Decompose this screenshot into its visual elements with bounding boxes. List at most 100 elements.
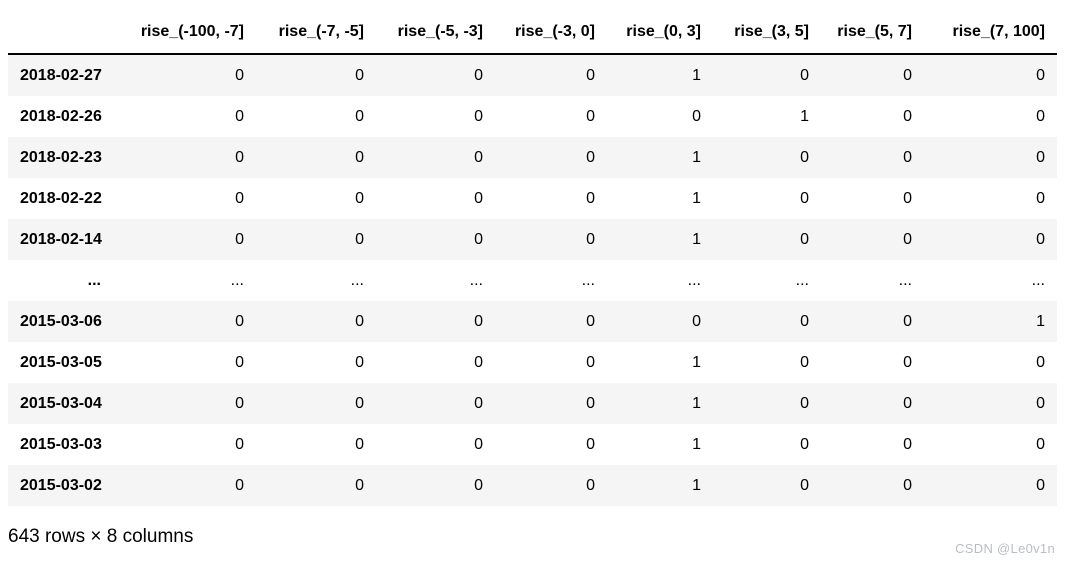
- table-cell: 0: [474, 395, 483, 412]
- table-cell: 0: [235, 231, 244, 248]
- table-row: 2015-03-06 0 0 0 0 0 0 0 1: [8, 301, 1057, 342]
- table-row: 2018-02-27 0 0 0 0 1 0 0 0: [8, 54, 1057, 96]
- table-cell: ...: [469, 272, 483, 289]
- row-index: 2015-03-02: [20, 477, 102, 494]
- table-cell: ...: [1031, 272, 1045, 289]
- table-cell: 0: [586, 231, 595, 248]
- column-header: rise_(0, 3]: [607, 8, 713, 55]
- table-cell: 0: [474, 149, 483, 166]
- table-cell: 0: [355, 231, 364, 248]
- table-cell: 0: [800, 231, 809, 248]
- table-row: 2015-03-05 0 0 0 0 1 0 0 0: [8, 342, 1057, 383]
- table-cell: 0: [586, 436, 595, 453]
- table-cell: 1: [692, 477, 701, 494]
- table-cell: 1: [1036, 313, 1045, 330]
- dataframe-table: rise_(-100, -7] rise_(-7, -5] rise_(-5, -3…: [8, 8, 1057, 506]
- table-cell: 0: [474, 477, 483, 494]
- table-cell: 0: [800, 190, 809, 207]
- table-cell: ...: [350, 272, 364, 289]
- table-cell: 1: [692, 149, 701, 166]
- header-row: rise_(-100, -7] rise_(-7, -5] rise_(-5, -3…: [8, 8, 1057, 55]
- table-cell: 0: [586, 354, 595, 371]
- table-row: 2015-03-03 0 0 0 0 1 0 0 0: [8, 424, 1057, 465]
- row-index: 2015-03-03: [20, 436, 102, 453]
- table-cell: 1: [692, 395, 701, 412]
- dataframe-body: 2018-02-27 0 0 0 0 1 0 0 0 2018-02-26 0 0 0 0 0 1 0 0 2018…: [8, 54, 1057, 506]
- column-header: rise_(-3, 0]: [495, 8, 607, 55]
- table-cell: 0: [355, 149, 364, 166]
- table-cell: 0: [903, 354, 912, 371]
- table-cell: 0: [474, 67, 483, 84]
- table-cell: 0: [692, 108, 701, 125]
- table-cell: 0: [586, 190, 595, 207]
- column-header: rise_(3, 5]: [713, 8, 821, 55]
- table-cell: 0: [1036, 477, 1045, 494]
- table-cell: 1: [692, 190, 701, 207]
- table-cell: 0: [474, 231, 483, 248]
- table-cell: 0: [586, 477, 595, 494]
- table-cell: ...: [898, 272, 912, 289]
- column-header: rise_(7, 100]: [924, 8, 1057, 55]
- table-cell: ...: [581, 272, 595, 289]
- table-cell: ...: [687, 272, 701, 289]
- row-index: 2018-02-14: [20, 231, 102, 248]
- table-cell: 0: [1036, 149, 1045, 166]
- table-cell: 0: [474, 108, 483, 125]
- row-count-summary: 643 rows × 8 columns: [8, 526, 194, 547]
- table-cell: 0: [355, 190, 364, 207]
- table-cell: 1: [692, 436, 701, 453]
- table-row: 2018-02-22 0 0 0 0 1 0 0 0: [8, 178, 1057, 219]
- table-row: 2018-02-14 0 0 0 0 1 0 0 0: [8, 219, 1057, 260]
- table-row: 2018-02-23 0 0 0 0 1 0 0 0: [8, 137, 1057, 178]
- table-cell: 0: [1036, 67, 1045, 84]
- table-cell: 0: [586, 67, 595, 84]
- table-cell: 0: [235, 190, 244, 207]
- table-cell: 0: [903, 67, 912, 84]
- table-cell: ...: [230, 272, 244, 289]
- table-cell: 0: [474, 436, 483, 453]
- table-cell: 0: [903, 313, 912, 330]
- table-cell: 0: [235, 149, 244, 166]
- table-cell: 0: [235, 354, 244, 371]
- row-index: 2018-02-23: [20, 149, 102, 166]
- table-cell: 0: [903, 436, 912, 453]
- table-row: 2015-03-02 0 0 0 0 1 0 0 0: [8, 465, 1057, 506]
- table-cell: 1: [692, 354, 701, 371]
- table-cell: 0: [586, 395, 595, 412]
- column-header: rise_(-5, -3]: [376, 8, 495, 55]
- row-index: ...: [87, 272, 101, 289]
- table-row: 2015-03-04 0 0 0 0 1 0 0 0: [8, 383, 1057, 424]
- table-cell: 0: [355, 313, 364, 330]
- table-cell: 0: [355, 67, 364, 84]
- table-cell: 0: [1036, 231, 1045, 248]
- row-index: 2015-03-04: [20, 395, 102, 412]
- table-cell: 0: [800, 354, 809, 371]
- table-cell: 0: [474, 190, 483, 207]
- table-cell: 0: [355, 477, 364, 494]
- column-header: rise_(-100, -7]: [113, 8, 256, 55]
- table-cell: 0: [800, 395, 809, 412]
- table-cell: 0: [235, 67, 244, 84]
- table-cell: 0: [1036, 190, 1045, 207]
- table-cell: 1: [800, 108, 809, 125]
- table-cell: 0: [586, 313, 595, 330]
- table-cell: 0: [235, 395, 244, 412]
- table-cell: 0: [800, 477, 809, 494]
- table-cell: 0: [474, 313, 483, 330]
- table-row: 2018-02-26 0 0 0 0 0 1 0 0: [8, 96, 1057, 137]
- table-cell: 0: [355, 108, 364, 125]
- index-column-header: [8, 8, 113, 55]
- row-index: 2018-02-27: [20, 67, 102, 84]
- table-cell: 0: [586, 149, 595, 166]
- table-cell: 0: [355, 395, 364, 412]
- row-index: 2018-02-26: [20, 108, 102, 125]
- csdn-watermark: CSDN @Le0v1n: [955, 541, 1055, 556]
- table-cell: 0: [235, 477, 244, 494]
- table-cell: 0: [800, 67, 809, 84]
- table-cell: 1: [692, 231, 701, 248]
- row-index: 2018-02-22: [20, 190, 102, 207]
- dataframe-header: rise_(-100, -7] rise_(-7, -5] rise_(-5, -3…: [8, 8, 1057, 55]
- table-cell: 0: [1036, 108, 1045, 125]
- table-cell: 0: [586, 108, 595, 125]
